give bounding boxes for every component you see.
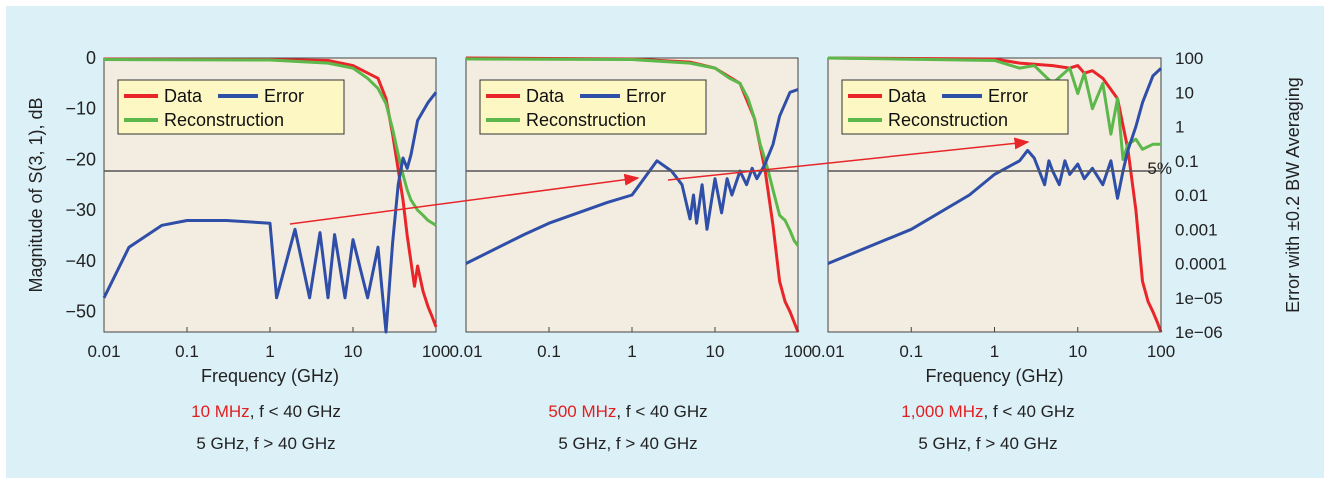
y-left-tick-label: −40 xyxy=(65,251,96,271)
figure-panel: 0.01 0.1 1 10 100 Data Error Reconstruction Freq… xyxy=(6,6,1324,478)
y-right-tick-label: 1e−06 xyxy=(1175,323,1223,342)
legend-label-data: Data xyxy=(526,86,565,106)
legend-label-reconstruction: Reconstruction xyxy=(164,110,284,130)
series-reconstruction-panel-2 xyxy=(465,57,800,247)
x-tick-label: 100 xyxy=(422,342,450,361)
y-left-tick-label: −50 xyxy=(65,302,96,322)
legend-box-1 xyxy=(117,79,345,135)
legend-label-reconstruction: Reconstruction xyxy=(888,110,1008,130)
y-left-tick-label: −20 xyxy=(65,149,96,169)
series-reconstruction-panel-1 xyxy=(103,58,437,227)
x-tick-label: 0.01 xyxy=(811,342,844,361)
y-right-tick-label: 10 xyxy=(1175,83,1194,102)
x-tick-label: 100 xyxy=(1147,342,1175,361)
arrow-panel1-to-panel2 xyxy=(289,173,640,225)
x-tick-label: 1 xyxy=(990,342,999,361)
y-right-tick-label: 0.1 xyxy=(1175,152,1199,171)
x-tick-label: 0.01 xyxy=(449,342,482,361)
caption-panel-2: 500 MHz, f < 40 GHz xyxy=(468,402,788,422)
y-right-tick-label: 0.0001 xyxy=(1175,255,1227,274)
y-left-tick-label: −10 xyxy=(65,99,96,119)
y-left-tick-label: −30 xyxy=(65,200,96,220)
x-tick-label: 1 xyxy=(627,342,636,361)
x-tick-label: 0.01 xyxy=(87,342,120,361)
caption-1-rest: , f < 40 GHz xyxy=(249,402,341,421)
caption-2-red: 500 MHz xyxy=(548,402,617,421)
x-tick-label: 10 xyxy=(344,342,363,361)
legend-box-2 xyxy=(479,79,707,135)
series-error-panel-1 xyxy=(102,91,438,334)
caption-panel-1: 10 MHz, f < 40 GHz xyxy=(106,402,426,422)
x-tick-label: 0.1 xyxy=(537,342,561,361)
y-right-tick-label: 1 xyxy=(1175,118,1184,137)
series-error-panel-2 xyxy=(465,88,799,265)
y-right-axis-title: Error with ±0.2 BW Averaging xyxy=(1283,77,1303,313)
x-tick-label: 1 xyxy=(265,342,274,361)
y-left-tick-label: 0 xyxy=(86,48,96,68)
y-right-tick-label: 100 xyxy=(1175,49,1203,68)
caption-2-line2: 5 GHz, f > 40 GHz xyxy=(558,434,698,453)
threshold-label: 5% xyxy=(1147,159,1172,178)
x-tick-label: 10 xyxy=(1068,342,1087,361)
series-data-panel-1 xyxy=(103,57,438,328)
series-data-panel-3 xyxy=(827,56,1163,333)
caption-panel-3: 1,000 MHz, f < 40 GHz xyxy=(828,402,1148,422)
x-tick-label: 0.1 xyxy=(175,342,199,361)
caption-3-line2: 5 GHz, f > 40 GHz xyxy=(918,434,1058,453)
series-reconstruction-panel-3 xyxy=(827,56,1161,161)
legend-label-error: Error xyxy=(264,86,304,106)
arrow-panel2-to-panel3 xyxy=(667,137,1030,181)
legend-box-3 xyxy=(841,79,1069,135)
caption-1-red: 10 MHz xyxy=(191,402,250,421)
y-left-axis-title: Magnitude of S(3, 1), dB xyxy=(26,97,46,292)
legend-label-data: Data xyxy=(888,86,927,106)
caption-1-line2: 5 GHz, f > 40 GHz xyxy=(196,434,336,453)
y-right-tick-label: 0.001 xyxy=(1175,220,1218,239)
y-right-tick-label: 1e−05 xyxy=(1175,289,1223,308)
caption-3-red: 1,000 MHz xyxy=(901,402,984,421)
x-axis-title: Frequency (GHz) xyxy=(201,366,339,386)
legend-label-error: Error xyxy=(626,86,666,106)
x-axis-title: Frequency (GHz) xyxy=(925,366,1063,386)
legend-label-error: Error xyxy=(988,86,1028,106)
series-error-panel-3 xyxy=(827,67,1163,265)
legend-label-data: Data xyxy=(164,86,203,106)
x-tick-label: 0.1 xyxy=(899,342,923,361)
legend-label-reconstruction: Reconstruction xyxy=(526,110,646,130)
x-tick-label: 10 xyxy=(706,342,725,361)
y-right-tick-label: 0.01 xyxy=(1175,186,1208,205)
caption-2-rest: , f < 40 GHz xyxy=(616,402,708,421)
caption-3-rest: , f < 40 GHz xyxy=(983,402,1075,421)
x-tick-label: 100 xyxy=(784,342,812,361)
